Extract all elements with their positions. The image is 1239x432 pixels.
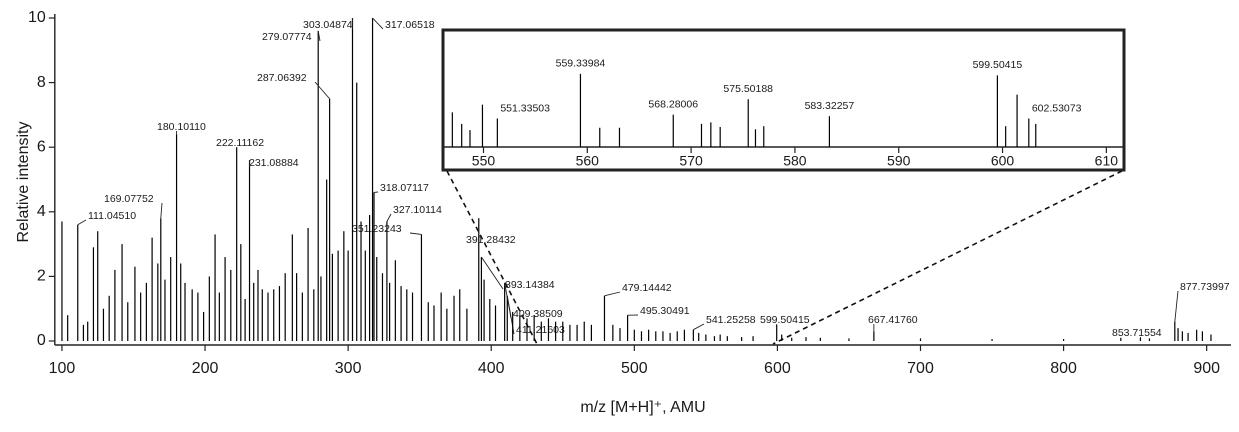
peak-label: 599.50415 <box>760 314 810 326</box>
peak-label: 575.50188 <box>723 83 773 95</box>
peak-label: 568.28006 <box>648 98 698 110</box>
x-tick-label: 300 <box>335 360 362 377</box>
peak-label: 551.33503 <box>500 102 550 114</box>
x-tick-label: 900 <box>1193 360 1220 377</box>
peak-label: 318.07117 <box>380 182 429 194</box>
peak-label: 231.08884 <box>249 157 299 169</box>
peak-label: 391.28432 <box>466 234 516 246</box>
y-tick-label: 6 <box>37 138 46 155</box>
peak-label: 411.21603 <box>516 324 565 336</box>
zoom-guide <box>446 170 538 345</box>
x-tick-label: 200 <box>192 360 219 377</box>
peak-label: 495.30491 <box>640 305 690 317</box>
peak-leader <box>317 30 321 42</box>
peak-label: 222.11162 <box>216 137 264 149</box>
peak-leader <box>693 323 705 331</box>
peak-leader <box>409 232 422 235</box>
x-tick-label: 580 <box>783 153 807 169</box>
peak-leader <box>1174 290 1179 322</box>
peak-label: 559.33984 <box>556 58 606 70</box>
peak-leader <box>386 213 392 222</box>
y-tick-label: 0 <box>37 332 46 349</box>
x-tick-label: 550 <box>472 153 496 169</box>
peak-label: 351.23243 <box>352 223 402 235</box>
x-tick-label: 590 <box>887 153 911 169</box>
peak-label: 317.06518 <box>385 19 435 31</box>
x-tick-label: 800 <box>1050 360 1077 377</box>
peak-leader <box>160 202 163 219</box>
x-tick-label: 570 <box>679 153 703 169</box>
peak-leader <box>372 17 384 30</box>
peak-label: 303.04874 <box>303 19 353 31</box>
y-axis-label: Relative intensity <box>15 122 32 243</box>
peak-label: 180.10110 <box>157 121 206 133</box>
peak-label: 479.14442 <box>622 282 672 294</box>
peak-leader <box>77 219 87 226</box>
peak-label: 111.04510 <box>88 210 136 222</box>
peak-label: 279.07774 <box>262 31 312 43</box>
peak-label: 169.07752 <box>104 193 154 205</box>
peak-leader <box>481 256 504 290</box>
peak-leader <box>604 291 621 297</box>
x-tick-label: 610 <box>1095 153 1119 169</box>
inset-frame <box>441 28 1126 172</box>
x-tick-label: 600 <box>764 360 791 377</box>
peak-label: 327.10114 <box>393 204 442 216</box>
peak-label: 602.53073 <box>1032 102 1082 114</box>
y-tick-label: 8 <box>37 74 46 91</box>
peak-label: 877.73997 <box>1180 281 1230 293</box>
peak-label: 287.06392 <box>257 72 307 84</box>
peak-label: 583.32257 <box>805 100 855 112</box>
x-tick-label: 400 <box>478 360 505 377</box>
peak-leader <box>314 81 330 100</box>
x-axis-label: m/z [M+H]⁺, AMU <box>580 399 705 416</box>
peak-label: 667.41760 <box>868 314 918 326</box>
y-tick-label: 2 <box>37 268 46 285</box>
peak-label: 541.25258 <box>706 314 756 326</box>
x-tick-label: 600 <box>991 153 1015 169</box>
x-tick-label: 500 <box>621 360 648 377</box>
x-tick-label: 100 <box>49 360 76 377</box>
peak-label: 409.38509 <box>513 308 563 320</box>
peak-label: 393.14384 <box>505 279 555 291</box>
peak-label: 599.50415 <box>973 59 1023 71</box>
y-tick-label: 4 <box>37 203 46 220</box>
zoom-guide <box>772 170 1123 345</box>
y-tick-label: 10 <box>28 9 46 26</box>
x-tick-label: 700 <box>907 360 934 377</box>
x-tick-label: 560 <box>576 153 600 169</box>
peak-label: 853.71554 <box>1112 327 1162 339</box>
